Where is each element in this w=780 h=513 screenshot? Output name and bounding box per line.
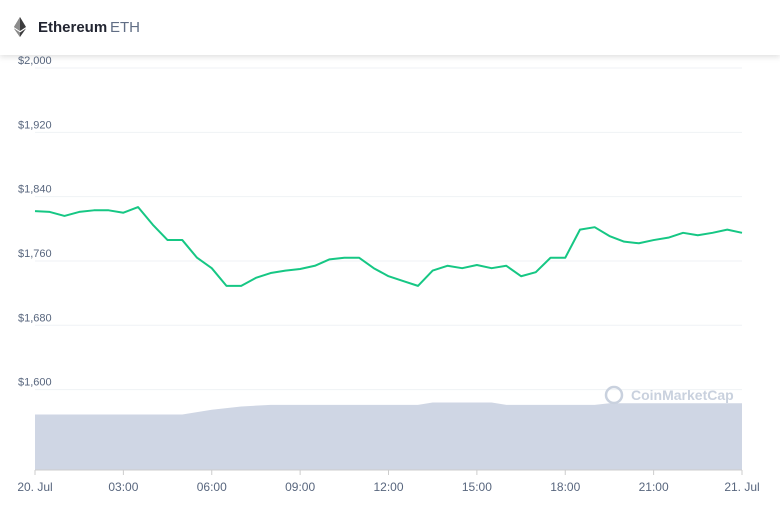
y-tick-label: $1,680 [18, 312, 52, 324]
x-tick-label: 18:00 [550, 480, 580, 494]
watermark: CoinMarketCap [631, 387, 734, 403]
y-tick-label: $1,840 [18, 184, 52, 196]
y-tick-label: $1,760 [18, 248, 52, 260]
header-bar [0, 0, 780, 55]
header: Ethereum ETH [0, 0, 780, 55]
x-tick-label: 20. Jul [17, 480, 52, 494]
y-tick-label: $2,000 [18, 55, 52, 67]
x-tick-label: 03:00 [108, 480, 138, 494]
x-tick-label: 21. Jul [724, 480, 759, 494]
eth-logo [14, 17, 26, 37]
x-tick-label: 09:00 [285, 480, 315, 494]
plot-area: $1,600 $1,680 $1,760 $1,840 $1,920 $2,000 Coin… [17, 55, 759, 494]
volume-area [35, 402, 742, 470]
x-tick-label: 06:00 [197, 480, 227, 494]
coin-name: Ethereum [38, 19, 107, 36]
y-tick-label: $1,920 [18, 119, 52, 131]
watermark-logo [604, 385, 624, 405]
x-tick-label: 21:00 [639, 480, 669, 494]
x-tick-label: 15:00 [462, 480, 492, 494]
price-line [34, 206, 743, 287]
y-tick-label: $1,600 [18, 377, 52, 389]
coin-symbol: ETH [110, 19, 140, 36]
x-tick-label: 12:00 [373, 480, 403, 494]
